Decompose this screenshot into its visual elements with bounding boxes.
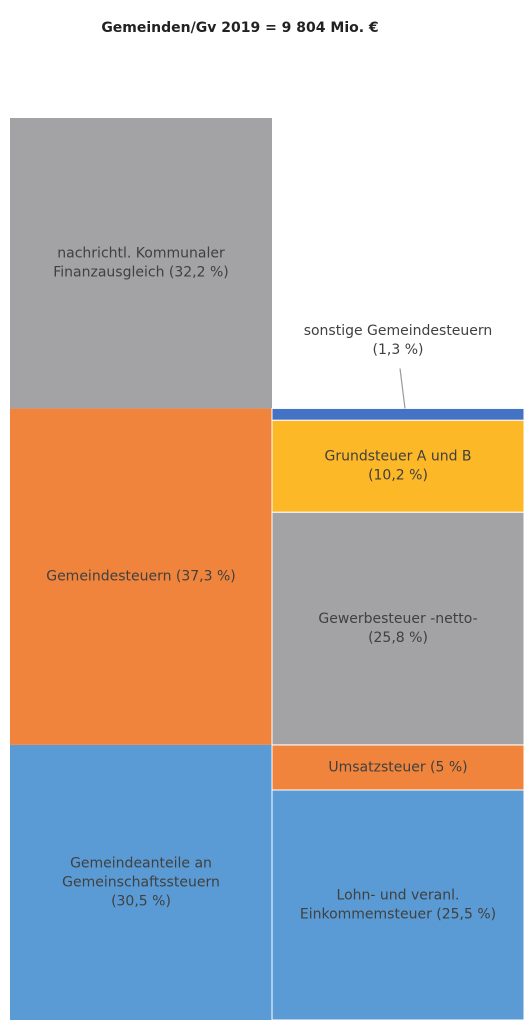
- segment-label: sonstige Gemeindesteuern: [304, 323, 493, 339]
- segment: [271, 419, 525, 513]
- chart-title: Gemeinden/Gv 2019 = 9 804 Mio. €: [101, 20, 378, 36]
- segment-label: (30,5 %): [111, 893, 171, 909]
- segment: [271, 789, 525, 1021]
- segment-label: Gemeindeanteile an: [70, 855, 212, 871]
- segment-label: (1,3 %): [373, 342, 424, 358]
- segment-label: Finanzausgleich (32,2 %): [53, 265, 229, 281]
- leader-line: [399, 368, 406, 409]
- segment-label: nachrichtl. Kommunaler: [57, 246, 225, 262]
- segment: [10, 118, 272, 409]
- segment: [271, 407, 525, 421]
- segment: [10, 408, 272, 745]
- segment-label: Gewerbesteuer -netto-: [318, 611, 477, 627]
- segment: [271, 744, 525, 791]
- segment-label: Lohn- und veranl.: [337, 887, 460, 903]
- segment-label: (25,8 %): [368, 630, 428, 646]
- segment: [10, 744, 272, 1020]
- segment-label: Gemeindesteuern (37,3 %): [46, 569, 236, 585]
- segment-label: (10,2 %): [368, 468, 428, 484]
- segment-label: Gemeinschaftssteuern: [62, 874, 220, 890]
- segment-label: Grundsteuer A und B: [324, 449, 471, 465]
- segment: [271, 511, 525, 746]
- segment-label: Einkommemsteuer (25,5 %): [300, 906, 496, 922]
- segment-label: Umsatzsteuer (5 %): [328, 759, 467, 775]
